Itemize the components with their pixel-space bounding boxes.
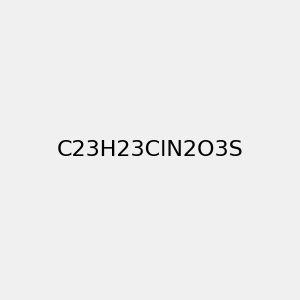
Text: C23H23ClN2O3S: C23H23ClN2O3S	[57, 140, 243, 160]
